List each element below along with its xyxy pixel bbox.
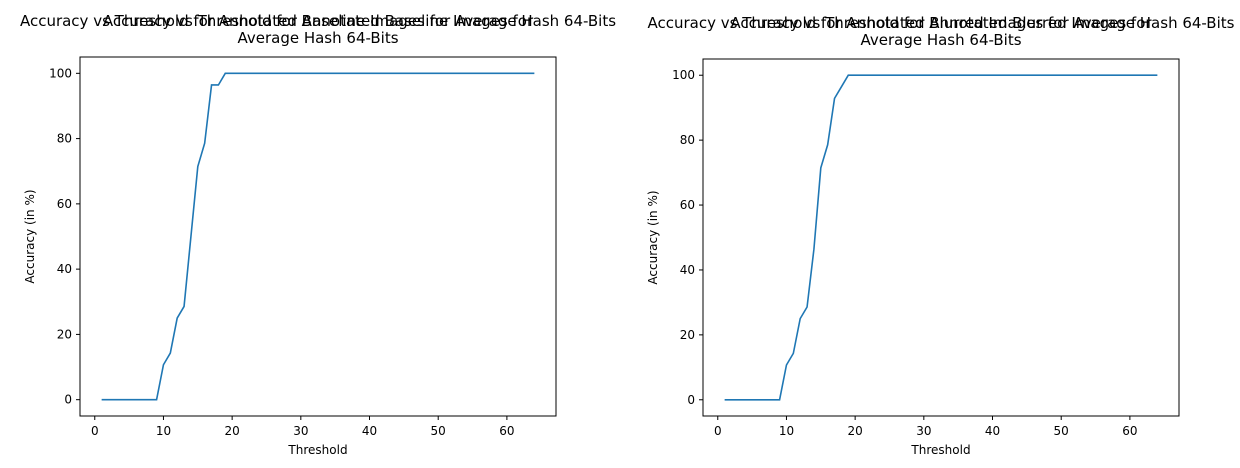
- y-tick-label: 20: [57, 327, 72, 341]
- x-tick-label: 40: [985, 424, 1000, 438]
- y-tick-label: 0: [64, 393, 72, 407]
- line: [724, 74, 1158, 401]
- x-tick-label: 0: [91, 424, 99, 438]
- title-line: Average Hash 64-Bits: [860, 31, 1021, 49]
- y-tick-label: 80: [57, 132, 72, 146]
- y-axis-label: Accuracy (in %): [23, 189, 37, 283]
- x-tick-label: 0: [714, 424, 722, 438]
- y-tick-label: 0: [687, 393, 695, 407]
- x-tick-label: 20: [848, 424, 863, 438]
- title-line: Average Hash 64-Bits: [237, 29, 398, 47]
- x-axis-label: Threshold: [910, 443, 970, 457]
- title-line: Accuracy vs Threshold for Annotated Blur…: [730, 14, 1152, 32]
- x-tick-label: 20: [225, 424, 240, 438]
- plot-frame: [79, 56, 557, 417]
- chart-title: Accuracy vs Threshold for Annotated Blur…: [648, 14, 1235, 49]
- x-tick-label: 60: [499, 424, 514, 438]
- x-tick-label: 30: [916, 424, 931, 438]
- x-tick-label: 10: [156, 424, 171, 438]
- line: [101, 72, 535, 401]
- plot-frame: [702, 58, 1180, 417]
- y-axis-label: Accuracy (in %): [646, 190, 660, 284]
- y-tick-label: 60: [680, 198, 695, 212]
- x-tick-label: 50: [1054, 424, 1069, 438]
- y-tick-label: 100: [672, 68, 695, 82]
- title-line: Accuracy vs Threshold for Annotated Base…: [103, 12, 534, 30]
- x-tick-label: 60: [1122, 424, 1137, 438]
- x-tick-label: 30: [293, 424, 308, 438]
- chart-title: Accuracy vs Threshold for Annotated Base…: [20, 12, 616, 47]
- y-tick-label: 60: [57, 197, 72, 211]
- y-tick-label: 20: [680, 328, 695, 342]
- x-tick-label: 40: [362, 424, 377, 438]
- y-tick-label: 100: [49, 66, 72, 80]
- x-tick-label: 10: [779, 424, 794, 438]
- y-tick-label: 80: [680, 133, 695, 147]
- x-tick-label: 50: [431, 424, 446, 438]
- x-axis-label: Threshold: [287, 443, 347, 457]
- y-tick-label: 40: [57, 262, 72, 276]
- y-tick-label: 40: [680, 263, 695, 277]
